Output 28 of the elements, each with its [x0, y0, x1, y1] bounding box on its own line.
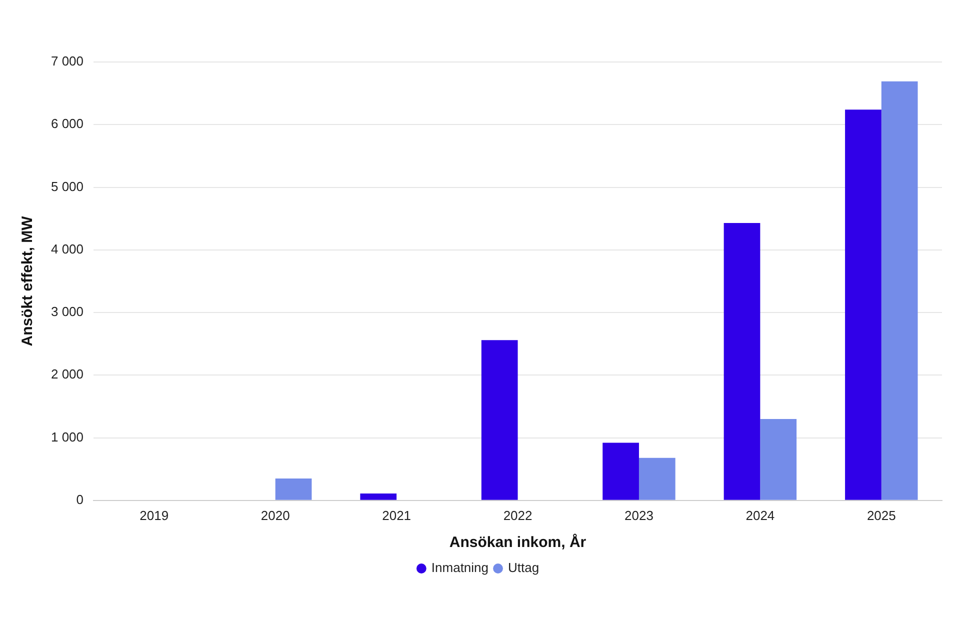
- bar: [275, 478, 312, 500]
- bar: [724, 222, 760, 500]
- legend-label: Uttag: [508, 560, 540, 576]
- x-tick-label: 2024: [746, 508, 775, 523]
- x-tick-label: 2022: [503, 508, 532, 523]
- x-tick-label: 2021: [382, 508, 412, 523]
- y-axis-title: Ansökt effekt, MW: [19, 215, 36, 346]
- legend-label: Inmatning: [431, 560, 489, 576]
- bar: [638, 458, 676, 500]
- y-tick-label: 0: [76, 492, 84, 507]
- x-tick-label: 2023: [624, 508, 654, 523]
- y-tick-label: 7 000: [50, 54, 84, 69]
- y-tick-label: 1 000: [50, 429, 84, 444]
- x-tick-label: 2025: [866, 508, 896, 523]
- x-tick-label: 2020: [260, 508, 290, 523]
- y-tick-label: 4 000: [50, 241, 84, 256]
- bar: [845, 110, 882, 500]
- bar: [760, 418, 797, 500]
- y-tick-label: 5 000: [50, 178, 84, 194]
- y-tick-label: 2 000: [50, 366, 84, 382]
- y-tick-label: 6 000: [50, 116, 84, 132]
- bar: [881, 81, 918, 500]
- x-axis-title: Ansökan inkom, År: [449, 533, 586, 552]
- x-tick-label: 2019: [140, 508, 169, 523]
- bar: [481, 340, 518, 500]
- bar: [360, 494, 397, 500]
- bar: [602, 442, 639, 500]
- y-tick-label: 3 000: [50, 304, 84, 320]
